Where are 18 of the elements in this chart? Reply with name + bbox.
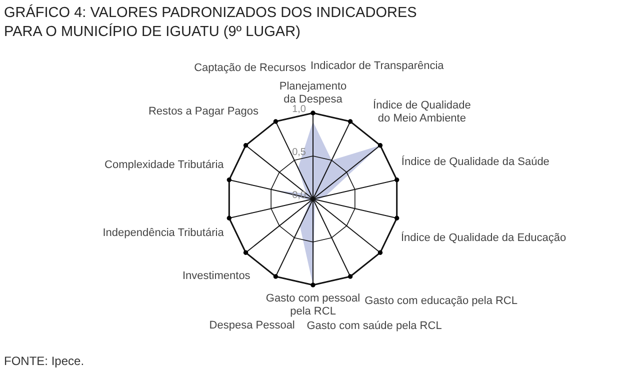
spoke-label: Captação de Recursos <box>194 62 306 74</box>
spoke-label: Despesa Pessoal <box>209 320 295 332</box>
spoke-label: Índice de Qualidade da Saúde <box>401 154 550 168</box>
spoke-label: Investimentos <box>182 270 251 282</box>
chart-title: GRÁFICO 4: VALORES PADRONIZADOS DOS INDICADORES PARA O MUNICÍPIO DE IGUATU (9º LUGAR) <box>4 4 418 42</box>
spoke-label: Índice de Qualidade do Meio Ambiente <box>373 98 471 125</box>
spoke-label: Índice de Qualidade da Educação <box>400 230 566 244</box>
spoke-label: Indicador de Transparência <box>310 60 445 72</box>
y-tick-label: 0,5 <box>292 147 306 158</box>
spoke-label: Gasto com saúde pela RCL <box>306 320 442 332</box>
y-tick-label: 1,0 <box>292 104 306 115</box>
spoke-label: Planejamento da Despesa <box>279 80 347 106</box>
spoke-label: Independência Tributária <box>102 227 225 240</box>
spoke-label: Complexidade Tributária <box>104 159 225 172</box>
spoke-label: Gasto com pessoal pela RCL <box>266 292 360 318</box>
source-note: FONTE: Ipece. <box>4 354 84 368</box>
spoke-label: Gasto com educação pela RCL <box>364 295 518 308</box>
spoke-label: Restos a Pagar Pagos <box>148 106 260 118</box>
